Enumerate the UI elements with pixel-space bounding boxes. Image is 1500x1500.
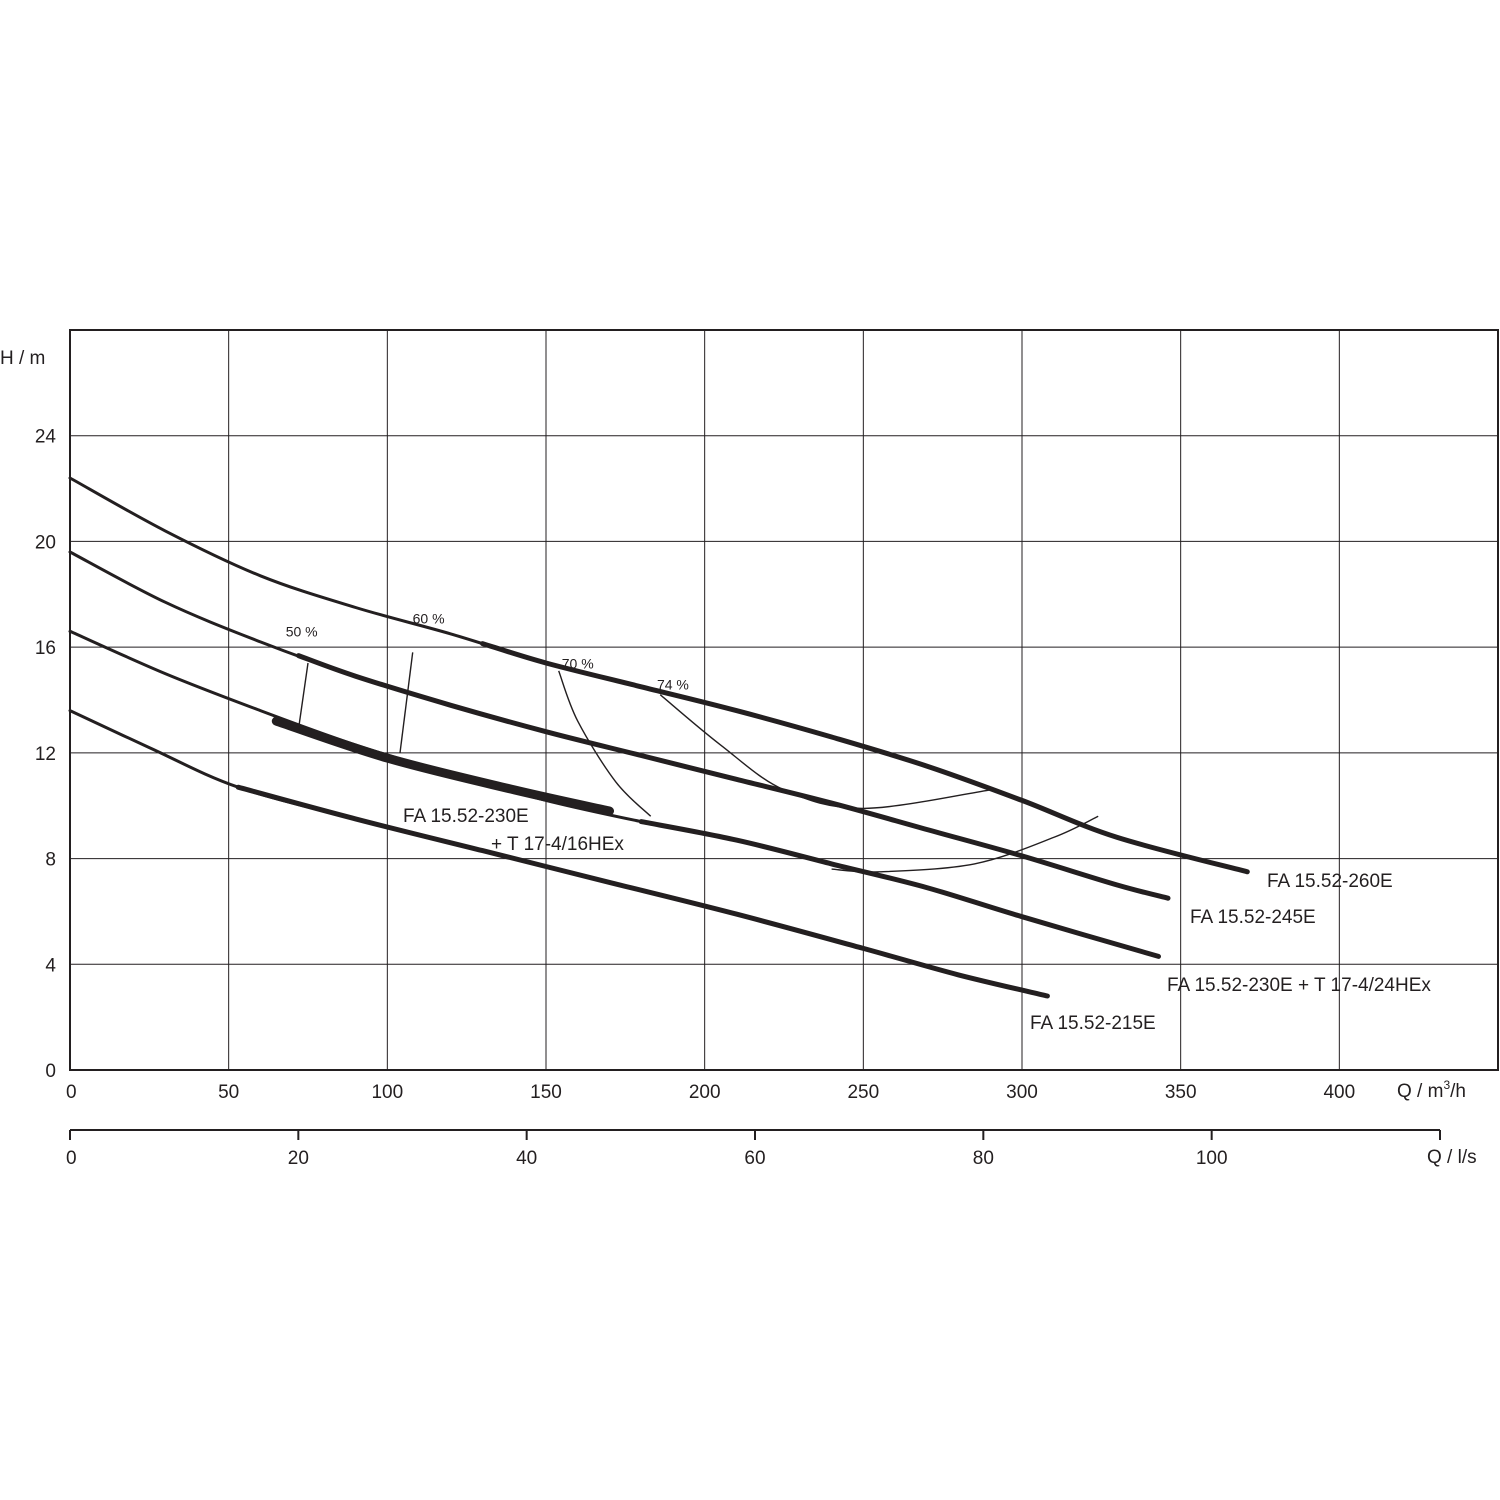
y-tick-label: 4	[45, 955, 56, 976]
y-tick-label: 24	[35, 427, 57, 448]
series-label-line: FA 15.52-260E	[1267, 871, 1393, 892]
series-group	[271, 716, 614, 816]
series-label: FA 15.52-230E + T 17-4/24HEx	[1167, 975, 1431, 996]
y-tick-label: 8	[45, 850, 56, 871]
efficiency-curve	[558, 670, 652, 817]
x-tick-label: 50	[218, 1082, 239, 1103]
efficiency-curve	[297, 662, 309, 730]
series-label-line: FA 15.52-245E	[1190, 907, 1316, 928]
efficiency-curve	[831, 815, 1099, 873]
tick-labels: 0 50 100 150 200 250 300 350 400 0 4 8 12 16 20 24 0 20 40…	[35, 427, 1355, 1169]
series-curve	[68, 476, 1249, 874]
series-group	[68, 476, 1250, 875]
x-tick-label: 200	[689, 1082, 721, 1103]
series-duty-range	[638, 819, 1161, 959]
series-group	[68, 709, 1050, 999]
secondary-x-tick-label: 80	[973, 1148, 994, 1169]
curve-labels: FA 15.52-260E FA 15.52-245E FA 15.52-230E …	[403, 806, 1431, 1034]
secondary-x-tick-label: 20	[288, 1148, 309, 1169]
series-label: FA 15.52-260E	[1267, 871, 1393, 892]
series-label-line: FA 15.52-215E	[1030, 1013, 1156, 1034]
series-duty-range	[296, 653, 1171, 901]
x-tick-label: 0	[66, 1082, 77, 1103]
y-tick-label: 20	[35, 532, 56, 553]
efficiency-label: 50 %	[286, 624, 318, 640]
efficiency-curve	[399, 652, 414, 753]
series-duty-range	[235, 784, 1050, 999]
y-tick-label: 0	[45, 1061, 56, 1082]
grid	[69, 329, 1499, 1140]
x-tick-label: 100	[371, 1082, 403, 1103]
x-tick-label: 300	[1006, 1082, 1038, 1103]
y-tick-label: 12	[35, 744, 56, 765]
secondary-x-axis-label: Q / l/s	[1427, 1147, 1477, 1168]
series-label-line: FA 15.52-230E	[403, 806, 529, 827]
series-label: FA 15.52-230E + T 17-4/16HEx	[403, 806, 624, 855]
x-axis-label: Q / m3/h	[1397, 1078, 1466, 1102]
pump-curves	[68, 476, 1250, 999]
series-label-line: FA 15.52-230E + T 17-4/24HEx	[1167, 975, 1431, 996]
secondary-x-tick-label: 40	[516, 1148, 537, 1169]
series-label: FA 15.52-245E	[1190, 907, 1316, 928]
efficiency-label: 74 %	[657, 676, 689, 692]
secondary-x-tick-label: 100	[1196, 1148, 1228, 1169]
secondary-x-tick-label: 60	[744, 1148, 765, 1169]
y-axis-label: H / m	[0, 348, 45, 369]
y-tick-label: 16	[35, 638, 56, 659]
x-tick-label: 150	[530, 1082, 562, 1103]
x-tick-label: 400	[1323, 1082, 1355, 1103]
series-label-line: + T 17-4/16HEx	[491, 834, 624, 855]
series-duty-range	[271, 716, 614, 816]
series-group	[68, 550, 1171, 901]
x-tick-label: 250	[847, 1082, 879, 1103]
efficiency-curve	[659, 694, 991, 810]
plot-frame	[69, 329, 1499, 1071]
secondary-x-tick-label: 0	[66, 1148, 77, 1169]
x-tick-label: 350	[1165, 1082, 1197, 1103]
series-duty-range	[480, 641, 1250, 875]
efficiency-label: 60 %	[413, 610, 445, 626]
series-label: FA 15.52-215E	[1030, 1013, 1156, 1034]
